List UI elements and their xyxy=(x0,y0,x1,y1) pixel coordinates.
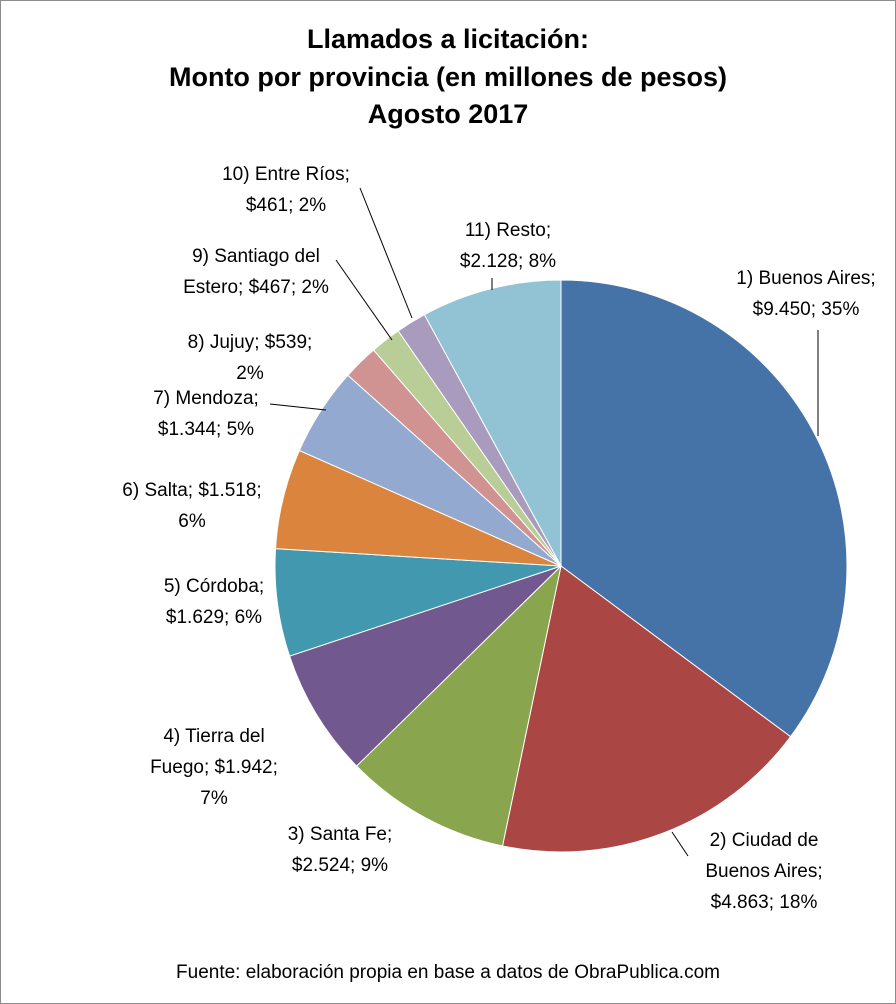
data-labels: 1) Buenos Aires; $9.450; 35% 2) Ciudad de B… xyxy=(122,164,875,913)
pie-slice xyxy=(423,279,562,567)
source-note: Fuente: elaboración propia en base a dat… xyxy=(176,962,720,983)
data-label: 8) Jujuy; $539; 2% xyxy=(188,332,313,384)
data-label: 3) Santa Fe; $2.524; 9% xyxy=(288,824,393,876)
chart-title: Llamados a licitación: Monto por provinc… xyxy=(169,24,727,129)
leader-line xyxy=(335,259,393,341)
data-label: 1) Buenos Aires; $9.450; 35% xyxy=(736,268,875,320)
leader-line xyxy=(359,187,413,319)
pie-slices xyxy=(274,279,848,853)
data-label: 7) Mendoza; $1.344; 5% xyxy=(153,388,259,440)
pie-slice xyxy=(501,565,792,853)
data-label: 4) Tierra del Fuego; $1.942; 7% xyxy=(150,726,278,809)
chart-title-line: Llamados a licitación: xyxy=(307,24,589,54)
data-label: 2) Ciudad de Buenos Aires; $4.863; 18% xyxy=(705,830,822,913)
data-label: 11) Resto; $2.128; 8% xyxy=(460,220,556,272)
chart-subtitle-line: Monto por provincia (en millones de peso… xyxy=(169,62,727,92)
data-label: 9) Santiago del Estero; $467; 2% xyxy=(183,246,329,298)
pie-slice xyxy=(288,565,562,767)
data-label: 5) Córdoba; $1.629; 6% xyxy=(164,576,264,628)
pie-slice xyxy=(355,564,562,847)
pie-slice xyxy=(560,279,848,738)
leader-line xyxy=(269,403,327,411)
leader-lines xyxy=(269,187,819,857)
chart-date-line: Agosto 2017 xyxy=(368,99,529,129)
leader-line xyxy=(671,831,689,857)
data-label: 10) Entre Ríos; $461; 2% xyxy=(222,164,350,216)
data-label: 6) Salta; $1.518; 6% xyxy=(122,480,261,532)
